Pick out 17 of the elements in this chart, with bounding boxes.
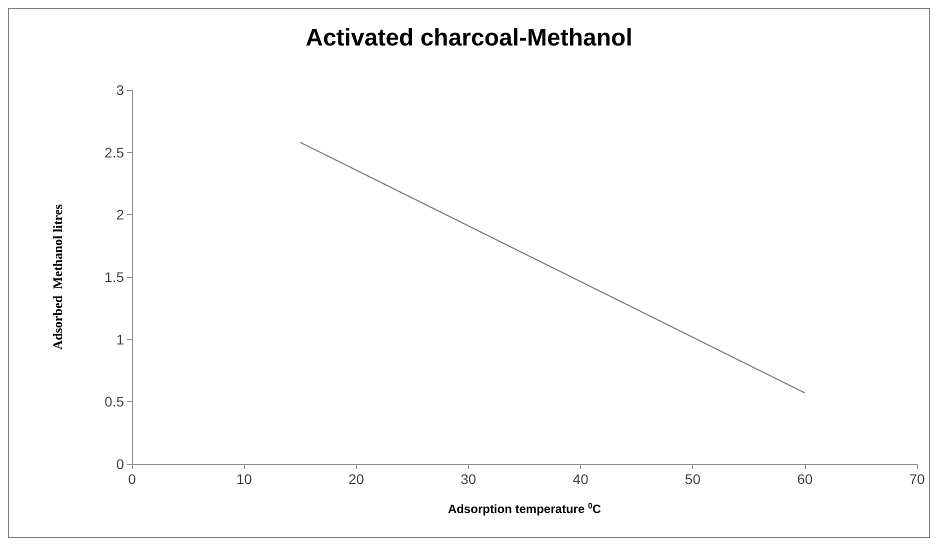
x-tick-label: 0 <box>128 471 136 487</box>
y-tick-label: 2.5 <box>104 144 124 160</box>
x-tick-label: 60 <box>797 471 813 487</box>
y-tick-label: 0.5 <box>104 394 124 410</box>
x-tick-label: 10 <box>236 471 252 487</box>
y-tick-label: 3 <box>116 82 124 98</box>
y-tick-label: 2 <box>116 206 124 223</box>
x-tick-label: 30 <box>460 471 476 487</box>
y-tick-label: 1 <box>116 331 124 348</box>
x-tick-label: 20 <box>348 471 364 487</box>
y-tick-label: 1.5 <box>104 269 124 285</box>
chart-title: Activated charcoal-Methanol <box>306 24 632 52</box>
x-tick-label: 50 <box>684 471 701 487</box>
y-axis-title: Adsorbed Methanol litres <box>50 204 65 350</box>
x-tick-label: 70 <box>909 471 925 487</box>
x-tick-label: 40 <box>572 471 589 487</box>
y-tick-label: 0 <box>116 456 124 472</box>
